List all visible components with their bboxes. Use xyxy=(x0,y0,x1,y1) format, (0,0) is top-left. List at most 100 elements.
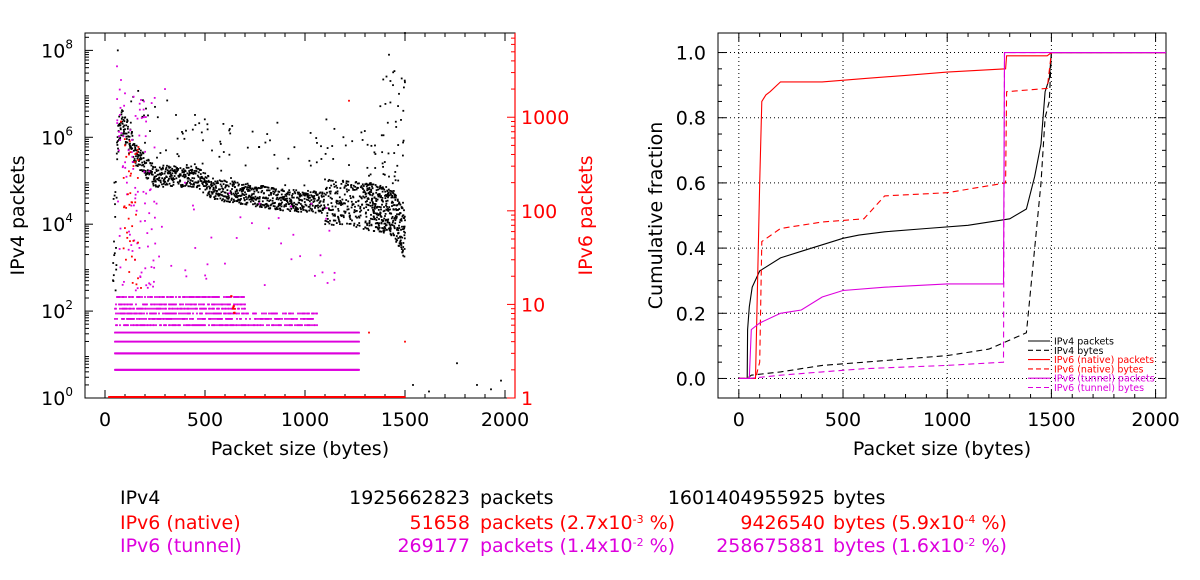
ipv6-tunnel-point xyxy=(199,324,201,327)
ipv4-point xyxy=(332,224,335,226)
ipv4-point xyxy=(261,185,263,187)
ipv6-tunnel-point xyxy=(327,331,329,334)
ipv4-point xyxy=(202,171,205,174)
ipv6-tunnel-point xyxy=(155,307,157,310)
ipv4-point xyxy=(374,167,377,169)
ipv4-point xyxy=(377,214,380,217)
ipv4-point xyxy=(121,122,124,125)
ipv4-point xyxy=(358,222,361,224)
ipv6-tunnel-point xyxy=(145,284,148,287)
ipv4-point xyxy=(177,167,180,170)
ipv4-point xyxy=(330,179,332,182)
ipv6-tunnel-point xyxy=(228,296,230,298)
ipv6-tunnel-point xyxy=(182,340,184,343)
ipv6-tunnel-point xyxy=(263,340,265,343)
ipv4-point xyxy=(401,228,404,231)
ipv6-tunnel-point xyxy=(117,312,119,315)
ipv4-point xyxy=(251,187,254,190)
ipv4-point xyxy=(151,162,154,165)
ipv4-point xyxy=(342,216,345,219)
ipv4-point xyxy=(294,206,297,208)
ipv4-point xyxy=(394,179,397,182)
ipv6-tunnel-point xyxy=(303,340,305,343)
ipv6-tunnel-point xyxy=(333,271,336,274)
ipv4-point xyxy=(189,185,192,188)
ipv6-tunnel-point xyxy=(139,275,142,278)
ipv4-point xyxy=(388,227,391,230)
ipv6-tunnel-point xyxy=(167,331,169,334)
ipv4-point xyxy=(397,105,399,107)
ipv6-tunnel-point xyxy=(152,285,154,288)
ipv6-tunnel-point xyxy=(138,307,140,310)
ipv4-point xyxy=(351,140,354,143)
ipv4-point xyxy=(399,240,402,243)
ipv6-tunnel-point xyxy=(161,331,163,334)
ipv6-tunnel-point xyxy=(193,208,195,211)
ipv6-tunnel-point xyxy=(330,340,332,343)
ipv4-point xyxy=(324,152,327,155)
ipv4-point xyxy=(328,208,330,211)
ipv4-point xyxy=(395,240,398,243)
ipv4-point xyxy=(153,180,155,183)
ipv4-point xyxy=(363,130,366,132)
ipv4-point xyxy=(147,159,150,162)
ipv6-tunnel-point xyxy=(146,312,148,315)
ipv4-point xyxy=(281,188,284,191)
ipv4-point xyxy=(352,196,355,199)
ipv4-point xyxy=(378,218,380,220)
ipv4-point xyxy=(387,191,390,194)
ipv6-tunnel-point xyxy=(229,324,231,327)
ipv4-point xyxy=(349,214,351,217)
ipv6-tunnel-point xyxy=(160,318,162,320)
ipv4-point xyxy=(119,124,122,127)
ipv4-point xyxy=(122,128,125,131)
ipv4-point xyxy=(391,215,394,218)
y-tick-label: 0.6 xyxy=(676,173,706,195)
ipv6-tunnel-point xyxy=(138,102,141,105)
ipv6-tunnel-point xyxy=(224,312,226,315)
ipv4-point xyxy=(141,161,144,164)
ipv6-tunnel-point xyxy=(303,312,305,315)
ipv6-tunnel-point xyxy=(325,331,327,334)
ipv6-native-point xyxy=(127,217,130,220)
ipv4-point xyxy=(215,186,217,189)
ipv6-tunnel-point xyxy=(212,331,214,334)
ipv4-point xyxy=(137,89,140,92)
ipv6-tunnel-point xyxy=(134,197,137,200)
ipv4-point xyxy=(144,141,146,144)
ipv6-native-point xyxy=(131,281,134,284)
ipv4-point xyxy=(357,204,360,207)
ipv4-point xyxy=(361,187,364,189)
ipv4-point xyxy=(122,119,125,121)
ipv4-point xyxy=(252,188,255,191)
ipv6-tunnel-point xyxy=(217,340,219,343)
ipv4-point xyxy=(358,182,360,185)
x-tick-label: 0 xyxy=(733,409,745,431)
ipv4-point xyxy=(244,183,247,186)
ipv6-tunnel-point xyxy=(161,303,163,306)
ipv6-tunnel-point xyxy=(289,340,291,343)
ipv4-point xyxy=(139,169,142,172)
ipv6-tunnel-point xyxy=(114,340,116,343)
ipv4-point xyxy=(116,158,119,161)
ipv6-native-point xyxy=(129,151,132,154)
ipv4-point xyxy=(364,212,367,215)
ipv6-tunnel-point xyxy=(141,312,143,315)
ipv4-point xyxy=(241,184,243,186)
ipv6-tunnel-point xyxy=(237,307,239,310)
ipv4-point xyxy=(139,149,142,152)
ipv4-point xyxy=(203,118,206,121)
ipv6-tunnel-point xyxy=(188,331,190,334)
ipv4-point xyxy=(273,153,276,156)
ipv6-tunnel-point xyxy=(153,280,155,283)
ipv4-point xyxy=(197,171,200,174)
ipv6-tunnel-point xyxy=(159,303,161,306)
ipv4-point xyxy=(363,189,366,192)
ipv6-tunnel-point xyxy=(265,318,267,320)
ipv4-point xyxy=(324,219,327,222)
ipv4-point xyxy=(298,199,301,202)
ipv6-tunnel-point xyxy=(166,331,168,334)
ipv6-tunnel-point xyxy=(173,318,175,320)
ipv6-tunnel-point xyxy=(187,340,189,343)
ipv6-tunnel-point xyxy=(262,318,264,320)
